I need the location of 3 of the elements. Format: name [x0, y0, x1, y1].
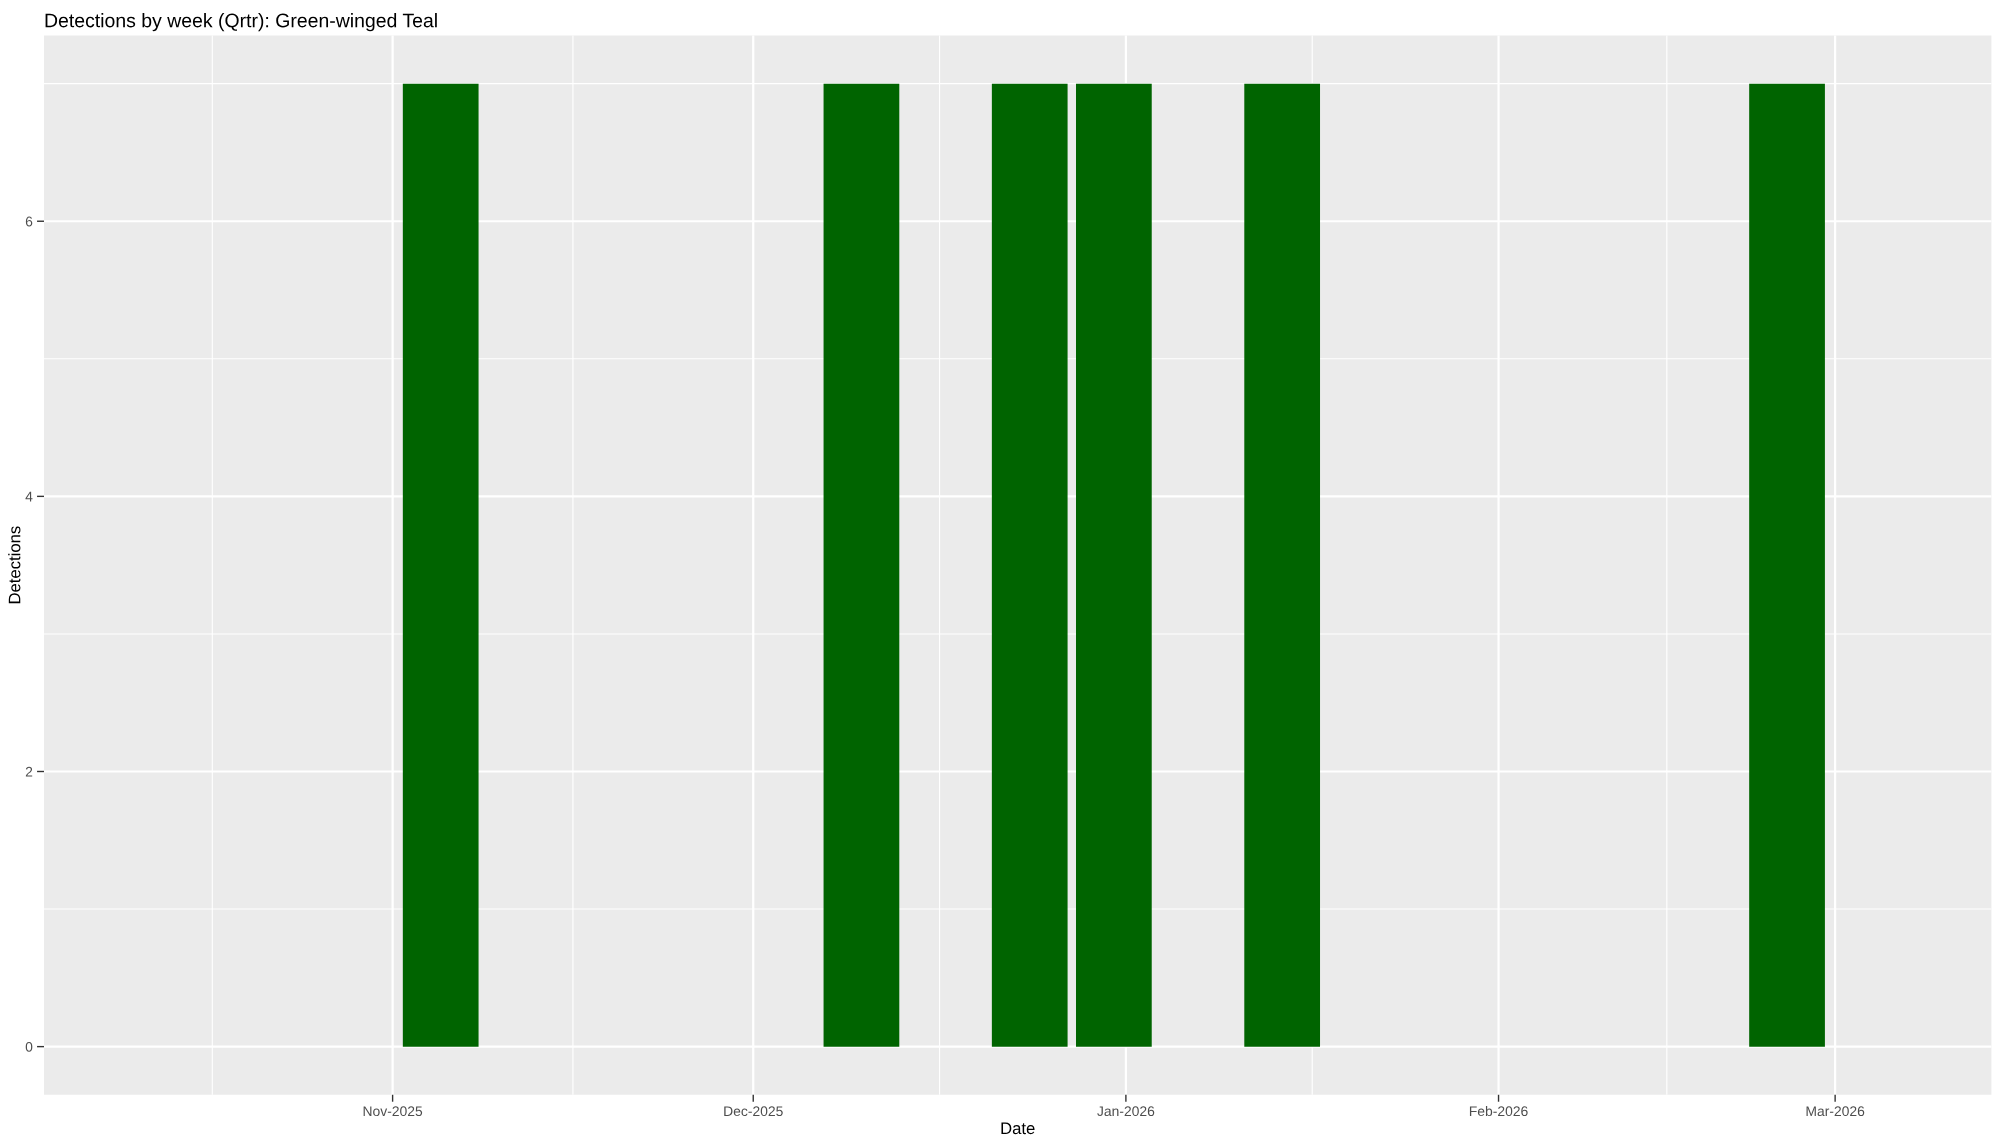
y-axis-title: Detections: [8, 526, 21, 604]
chart-title: Detections by week (Qrtr): Green-winged Teal: [45, 13, 437, 32]
x-axis-title: Date: [1001, 1122, 1035, 1135]
